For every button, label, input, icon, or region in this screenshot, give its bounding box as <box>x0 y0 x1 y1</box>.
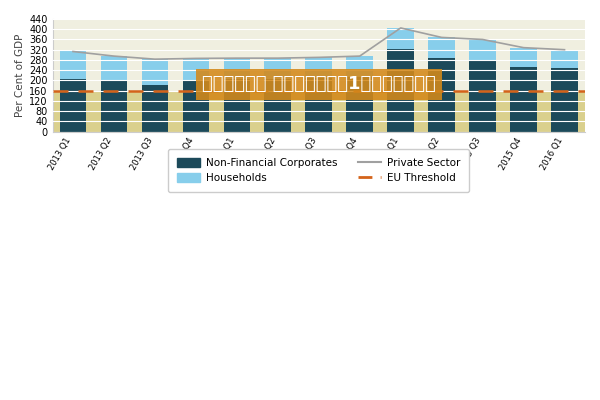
Bar <box>305 78 332 132</box>
Bar <box>182 58 209 81</box>
Bar <box>265 58 291 79</box>
Bar <box>510 67 537 132</box>
Bar <box>142 59 168 85</box>
Bar <box>428 38 455 58</box>
Bar <box>182 81 209 132</box>
Bar <box>428 58 455 132</box>
Bar <box>59 52 86 79</box>
Bar <box>469 60 496 132</box>
Bar <box>510 48 537 67</box>
Bar <box>305 57 332 78</box>
Bar <box>53 91 585 132</box>
Bar <box>224 79 250 132</box>
Bar <box>346 77 373 132</box>
Y-axis label: Per Cent of GDP: Per Cent of GDP <box>15 34 25 117</box>
Bar <box>142 85 168 132</box>
Bar <box>388 28 414 49</box>
Bar <box>469 40 496 60</box>
Bar <box>101 56 127 81</box>
Bar <box>265 79 291 132</box>
Text: 网上配资查询 威胜信息新提交1件商标注册申请: 网上配资查询 威胜信息新提交1件商标注册申请 <box>202 75 436 93</box>
Legend: Non-Financial Corporates, Households, Private Sector, EU Threshold: Non-Financial Corporates, Households, Pr… <box>169 149 469 192</box>
Bar <box>59 79 86 132</box>
Bar <box>388 49 414 132</box>
Bar <box>551 50 578 68</box>
Bar <box>224 58 250 79</box>
Bar <box>346 56 373 77</box>
Bar <box>101 81 127 132</box>
Bar <box>551 68 578 132</box>
